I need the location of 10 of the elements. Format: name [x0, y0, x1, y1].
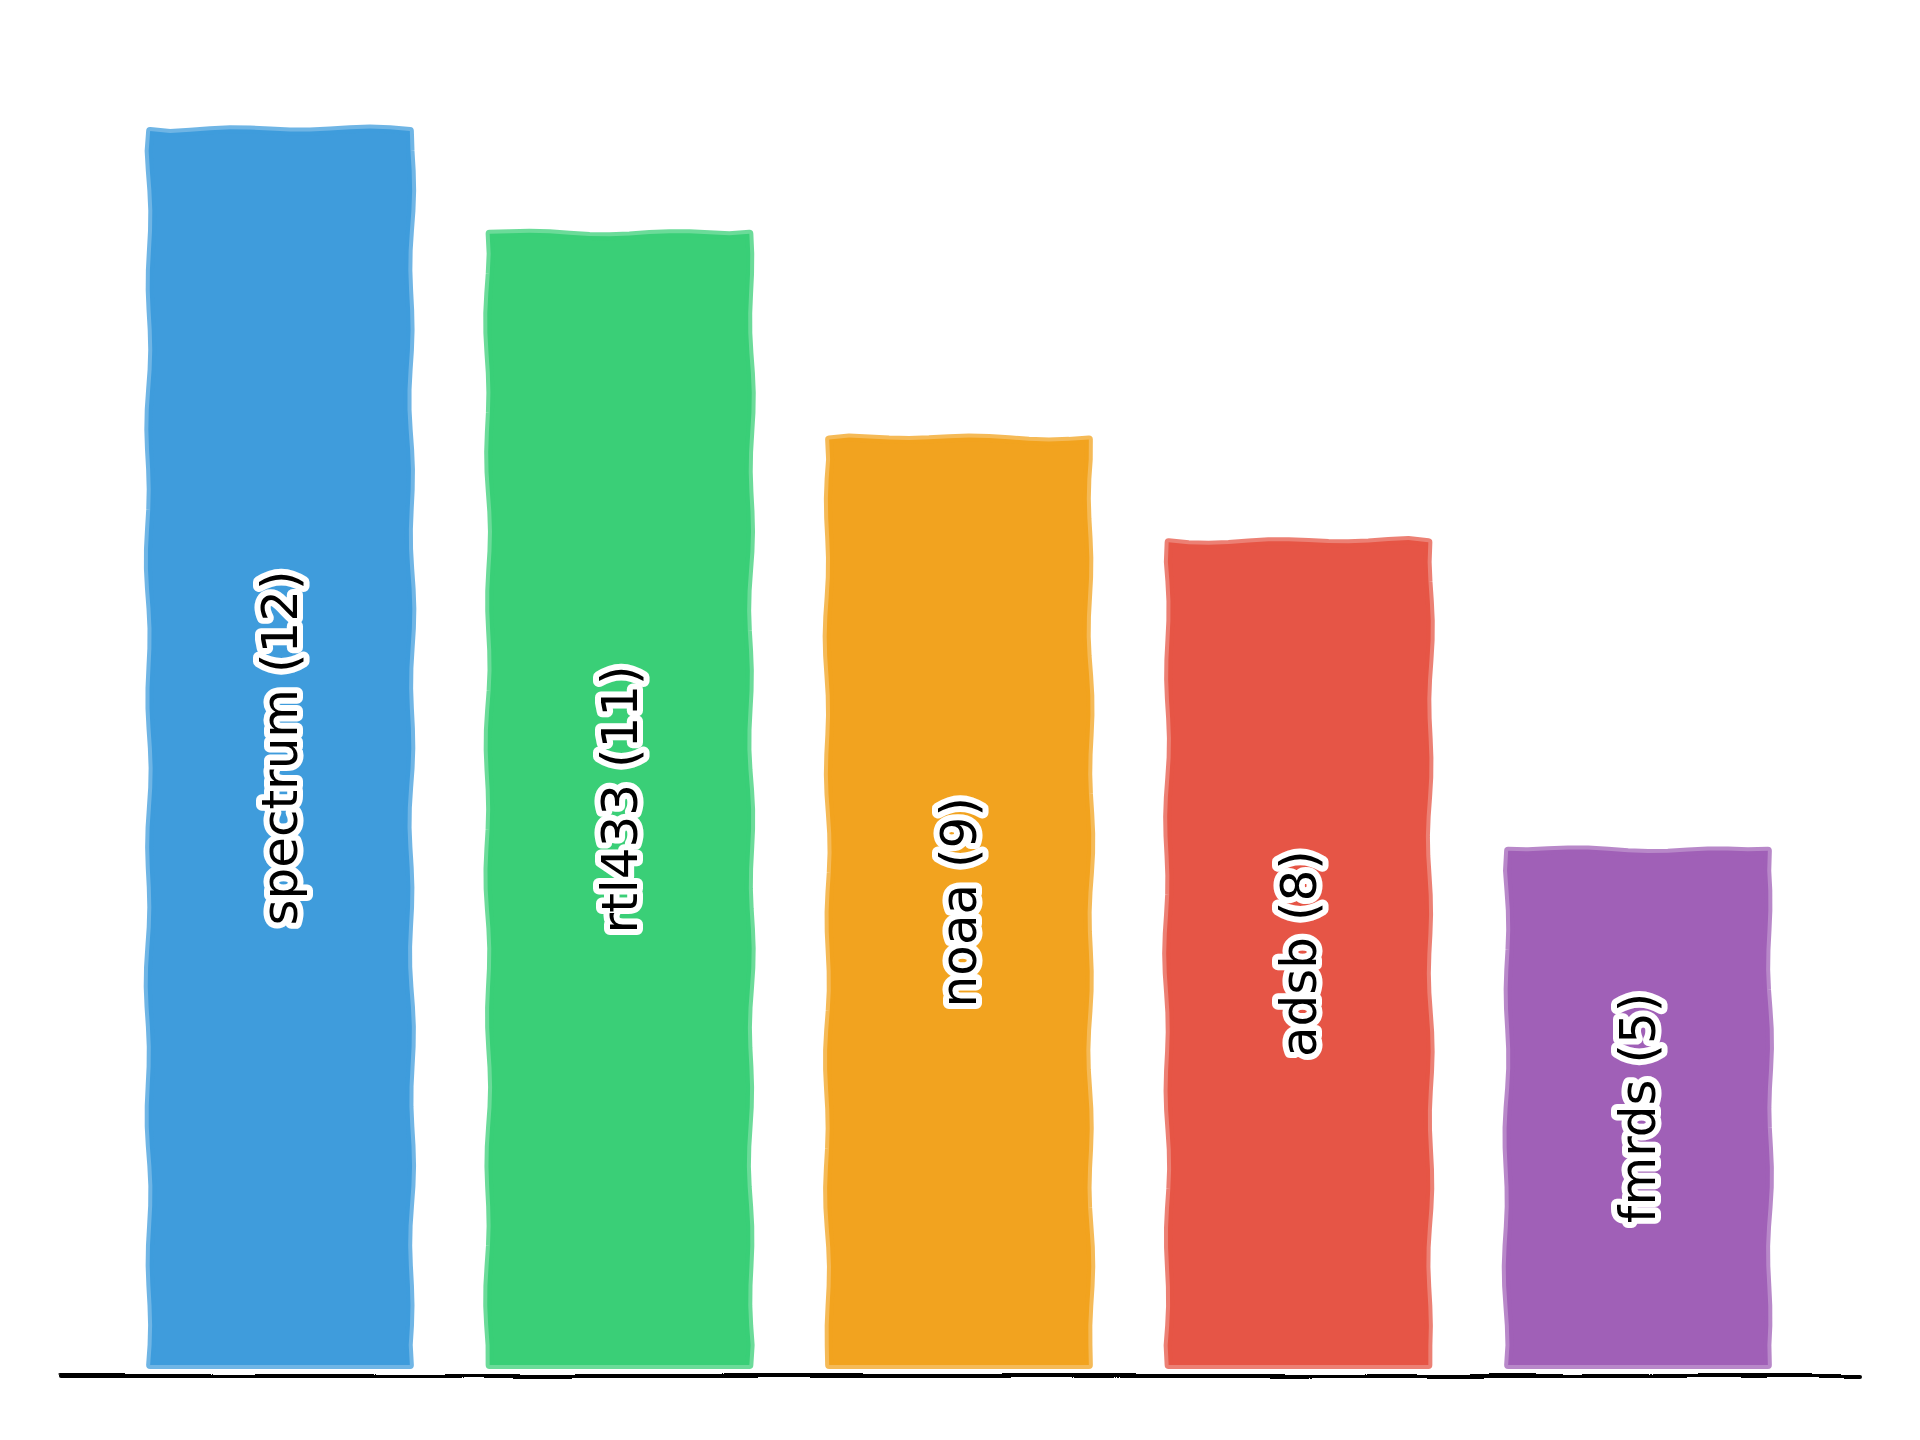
data-label: (9): [930, 797, 988, 868]
x-tick-label: adsb: [1269, 936, 1328, 1058]
data-label: (8): [1269, 850, 1328, 922]
data-label: (11): [590, 665, 649, 769]
x-tick-label: noaa: [930, 883, 988, 1008]
x-tick-label: rtl433: [590, 783, 649, 934]
x-tick-label: fmrds: [1609, 1079, 1667, 1224]
data-label: (5): [1609, 992, 1667, 1064]
x-tick-label: spectrum: [251, 688, 309, 926]
data-label: (12): [251, 570, 309, 674]
